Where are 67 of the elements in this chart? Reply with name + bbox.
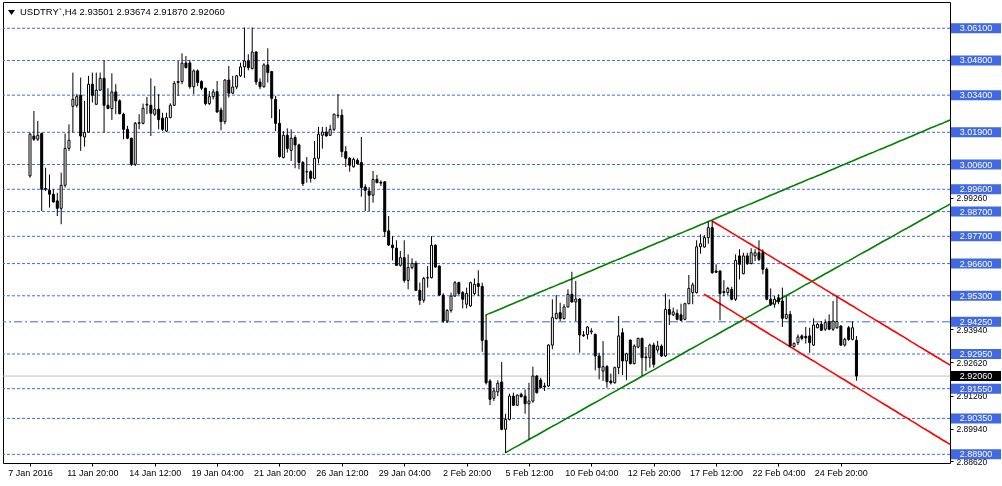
candlestick (558, 302, 562, 322)
candlestick (153, 85, 157, 117)
candlestick (628, 338, 632, 365)
y-tick-label: 2.89940 (956, 424, 988, 435)
candlestick (601, 340, 605, 382)
ref-line-label: 2.96600 (959, 258, 993, 269)
x-tick-label: 14 Jan 12:00 (129, 467, 182, 478)
candlestick (648, 343, 652, 369)
candlestick (47, 173, 51, 209)
candlestick (652, 342, 656, 369)
ref-line-label: 3.00600 (959, 159, 993, 170)
x-tick-label: 21 Jan 20:00 (253, 467, 307, 478)
x-tick-label: 12 Feb 20:00 (627, 467, 681, 478)
chart-title: USDTRY`,H4 2.93501 2.93674 2.91870 2.92060 (20, 6, 225, 17)
candlestick (593, 332, 597, 371)
y-tick-label: 2.91260 (956, 391, 988, 402)
x-tick-label: 17 Feb 12:00 (690, 467, 744, 478)
line-series (485, 119, 951, 316)
candlestick (831, 300, 835, 332)
line-series (703, 293, 951, 446)
y-tick-label: 2.99260 (956, 193, 988, 204)
x-tick-label: 19 Jan 04:00 (191, 467, 244, 478)
x-tick-label: 11 Jan 20:00 (67, 467, 119, 478)
ref-line-label: 3.01900 (959, 127, 993, 138)
candlestick (469, 281, 473, 308)
line-series (711, 220, 951, 366)
y-tick-label: 2.92620 (956, 357, 988, 368)
candlestick (285, 127, 289, 154)
ref-line-label: 2.99600 (959, 184, 993, 195)
ref-line-label: 3.06100 (959, 23, 993, 34)
ref-line-label: 2.98700 (959, 206, 993, 217)
candlestick (679, 303, 683, 322)
candlestick (110, 72, 114, 121)
candlestick (406, 253, 410, 290)
candlestick (305, 156, 309, 184)
x-tick-label: 5 Feb 12:00 (505, 467, 554, 478)
candlestick (114, 83, 118, 115)
x-tick-label: 7 Jan 2016 (8, 467, 53, 478)
candlestick (753, 248, 757, 262)
ref-line-label: 2.97700 (959, 231, 993, 242)
y-tick-label: 2.93940 (956, 324, 988, 335)
ref-line-label: 2.91550 (959, 383, 993, 394)
x-tick-label: 2 Feb 20:00 (443, 467, 492, 478)
candlestick (780, 287, 784, 328)
ref-line-label: 2.95300 (959, 290, 993, 301)
line-series (504, 203, 951, 454)
ref-line-label: 2.92060 (959, 371, 993, 382)
ref-line-label: 3.04800 (959, 55, 993, 66)
candlestick (422, 276, 426, 304)
candlestick (640, 337, 644, 377)
candlestick (808, 327, 812, 354)
ref-line-label: 2.94250 (959, 316, 993, 327)
candlestick (718, 269, 722, 321)
x-tick-label: 10 Feb 04:00 (565, 467, 619, 478)
ref-line-label: 3.03400 (959, 90, 993, 101)
candlestick (94, 72, 98, 106)
candlestick (71, 72, 75, 134)
candlestick (157, 93, 161, 130)
candlestick (188, 59, 192, 90)
candlestick (394, 239, 398, 267)
ref-line-label: 2.90350 (959, 413, 993, 424)
ref-line-label: 2.92950 (959, 349, 993, 359)
x-tick-label: 22 Feb 04:00 (752, 467, 806, 478)
candlestick (149, 77, 153, 137)
x-tick-label: 29 Jan 04:00 (378, 467, 431, 478)
x-tick-label: 24 Feb 20:00 (814, 467, 868, 478)
x-tick-label: 26 Jan 12:00 (316, 467, 369, 478)
